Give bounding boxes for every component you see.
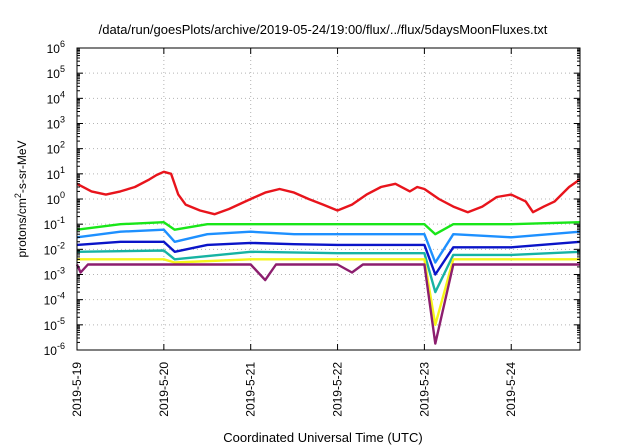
y-tick-base: 10: [44, 218, 58, 232]
y-tick-base: 10: [47, 118, 61, 132]
y-tick-label: 10-4: [44, 291, 65, 308]
y-tick-exponent: -3: [57, 266, 65, 276]
y-tick-exponent: 5: [60, 64, 65, 74]
y-tick-label: 10-6: [44, 341, 65, 358]
y-tick-base: 10: [44, 269, 58, 283]
chart-title: /data/run/goesPlots/archive/2019-05-24/1…: [99, 22, 548, 37]
series-line-2: [76, 221, 581, 236]
y-tick-exponent: 6: [60, 39, 65, 49]
y-tick-label: 100: [47, 190, 65, 207]
x-tick-labels: 2019-5-19 2019-5-20 2019-5-21 2019-5-22 2019…: [70, 362, 518, 417]
y-tick-exponent: -4: [57, 291, 65, 301]
y-tick-label: 105: [47, 64, 65, 81]
y-tick-exponent: -6: [57, 341, 65, 351]
y-tick-base: 10: [44, 294, 58, 308]
y-tick-base: 10: [47, 92, 61, 106]
x-tick-label: 2019-5-24: [504, 362, 518, 417]
y-tick-exponent: 0: [60, 190, 65, 200]
y-tick-label: 102: [47, 140, 65, 157]
y-tick-base: 10: [47, 42, 61, 56]
y-axis-label: protons/cm2-s-sr-MeV: [13, 140, 29, 257]
y-tick-label: 101: [47, 165, 65, 182]
series-line-3: [76, 228, 581, 264]
x-axis-label: Coordinated Universal Time (UTC): [223, 430, 422, 445]
x-tick-label: 2019-5-21: [244, 362, 258, 417]
series-line-7: [75, 263, 580, 345]
series-line-4: [76, 240, 581, 276]
y-axis-label-suffix: -s-sr-MeV: [15, 140, 29, 193]
y-tick-base: 10: [47, 193, 61, 207]
x-tick-label: 2019-5-22: [331, 362, 345, 417]
x-tick-label: 2019-5-20: [157, 362, 171, 417]
y-tick-label: 10-3: [44, 266, 65, 283]
series-line-5: [76, 249, 581, 294]
y-axis-label-superscript: 2: [13, 193, 23, 198]
y-tick-label: 10-5: [44, 316, 65, 333]
y-tick-base: 10: [47, 168, 61, 182]
y-tick-base: 10: [47, 67, 61, 81]
series-line-1: [76, 170, 581, 216]
x-tick-label: 2019-5-23: [417, 362, 431, 417]
y-tick-base: 10: [44, 243, 58, 257]
y-tick-exponent: 2: [60, 140, 65, 150]
y-axis-label-main: protons/cm: [15, 198, 29, 257]
y-tick-label: 103: [47, 115, 65, 132]
y-tick-exponent: -1: [57, 215, 65, 225]
y-tick-labels: 10-610-510-410-310-210-11001011021031041…: [44, 39, 65, 358]
y-tick-base: 10: [44, 319, 58, 333]
y-tick-exponent: -2: [57, 240, 65, 250]
y-tick-label: 106: [47, 39, 65, 56]
axis-ticks: [76, 47, 580, 351]
series-lines: [75, 170, 581, 345]
y-tick-exponent: 3: [60, 115, 65, 125]
y-tick-base: 10: [44, 344, 58, 358]
y-tick-label: 10-1: [44, 215, 65, 232]
y-tick-exponent: 4: [60, 89, 65, 99]
x-tick-label: 2019-5-19: [70, 362, 84, 417]
series-line-6: [77, 258, 580, 326]
y-tick-exponent: 1: [60, 165, 65, 175]
y-tick-base: 10: [47, 143, 61, 157]
y-tick-label: 104: [47, 89, 65, 106]
y-tick-exponent: -5: [57, 316, 65, 326]
y-tick-label: 10-2: [44, 240, 65, 257]
